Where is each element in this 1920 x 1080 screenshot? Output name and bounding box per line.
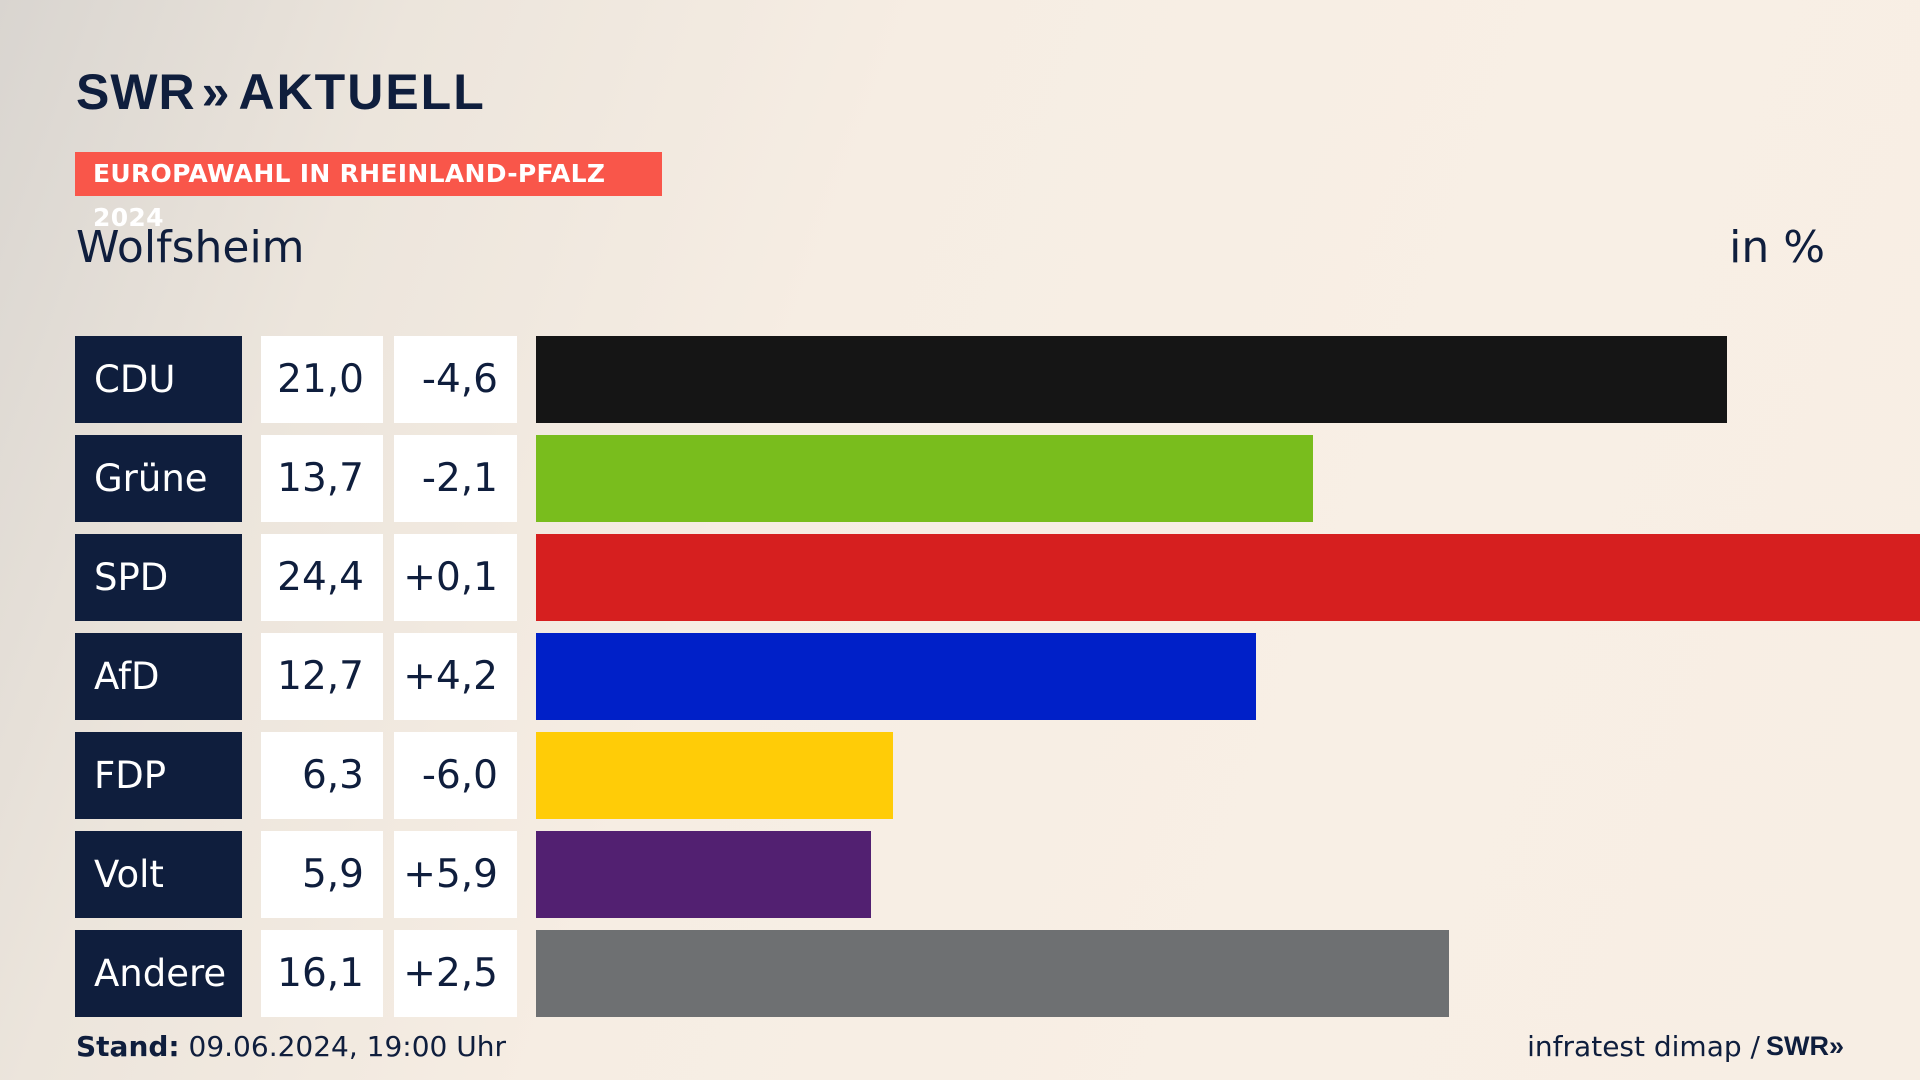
party-row-cdu: CDU 21,0 -4,6 — [75, 336, 1875, 423]
party-bar — [536, 435, 1313, 522]
party-bar — [536, 534, 1920, 621]
party-bar — [536, 633, 1256, 720]
party-row-andere: Andere 16,1 +2,5 — [75, 930, 1875, 1017]
party-diff: +0,1 — [394, 534, 517, 621]
party-diff: +2,5 — [394, 930, 517, 1017]
party-bar — [536, 831, 871, 918]
party-label: Volt — [75, 831, 242, 918]
party-bar — [536, 336, 1727, 423]
party-row-volt: Volt 5,9 +5,9 — [75, 831, 1875, 918]
party-diff: -6,0 — [394, 732, 517, 819]
party-label: Andere — [75, 930, 242, 1017]
logo-swr: SWR — [76, 64, 196, 120]
party-label: FDP — [75, 732, 242, 819]
party-value: 21,0 — [261, 336, 383, 423]
party-value: 16,1 — [261, 930, 383, 1017]
party-diff: +5,9 — [394, 831, 517, 918]
party-value: 6,3 — [261, 732, 383, 819]
party-value: 24,4 — [261, 534, 383, 621]
party-bar — [536, 930, 1449, 1017]
logo-aktuell: AKTUELL — [238, 64, 486, 120]
party-row-afd: AfD 12,7 +4,2 — [75, 633, 1875, 720]
timestamp: Stand: 09.06.2024, 19:00 Uhr — [76, 1030, 506, 1063]
logo-chevron-icon: » — [201, 64, 231, 120]
swr-logo-small: SWR» — [1765, 1031, 1844, 1061]
source-credit: infratest dimap / SWR» — [1527, 1030, 1844, 1063]
party-label: SPD — [75, 534, 242, 621]
page-title: Wolfsheim — [76, 222, 305, 273]
party-diff: +4,2 — [394, 633, 517, 720]
party-bar — [536, 732, 893, 819]
party-row-fdp: FDP 6,3 -6,0 — [75, 732, 1875, 819]
party-label: Grüne — [75, 435, 242, 522]
party-label: AfD — [75, 633, 242, 720]
party-row-grüne: Grüne 13,7 -2,1 — [75, 435, 1875, 522]
party-diff: -2,1 — [394, 435, 517, 522]
swr-aktuell-logo: SWR » AKTUELL — [76, 64, 486, 120]
party-value: 12,7 — [261, 633, 383, 720]
source-text: infratest dimap / — [1527, 1030, 1760, 1063]
party-row-spd: SPD 24,4 +0,1 — [75, 534, 1920, 621]
stand-value: 09.06.2024, 19:00 Uhr — [188, 1030, 506, 1063]
party-diff: -4,6 — [394, 336, 517, 423]
party-value: 13,7 — [261, 435, 383, 522]
party-value: 5,9 — [261, 831, 383, 918]
election-tag: EUROPAWAHL IN RHEINLAND-PFALZ 2024 — [75, 152, 662, 232]
unit-label: in % — [1729, 222, 1825, 273]
party-label: CDU — [75, 336, 242, 423]
stand-label: Stand: — [76, 1030, 180, 1063]
